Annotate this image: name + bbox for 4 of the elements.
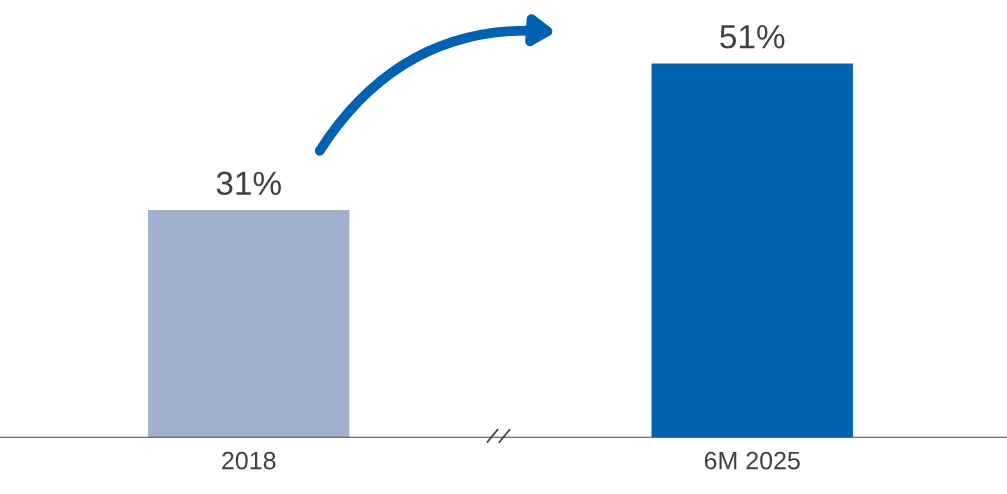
x-tick-label: 2018 (222, 451, 276, 470)
data-label: 31% (216, 171, 281, 196)
data-label: 51% (720, 25, 785, 49)
x-tick-label: 6M 2025 (704, 451, 800, 470)
